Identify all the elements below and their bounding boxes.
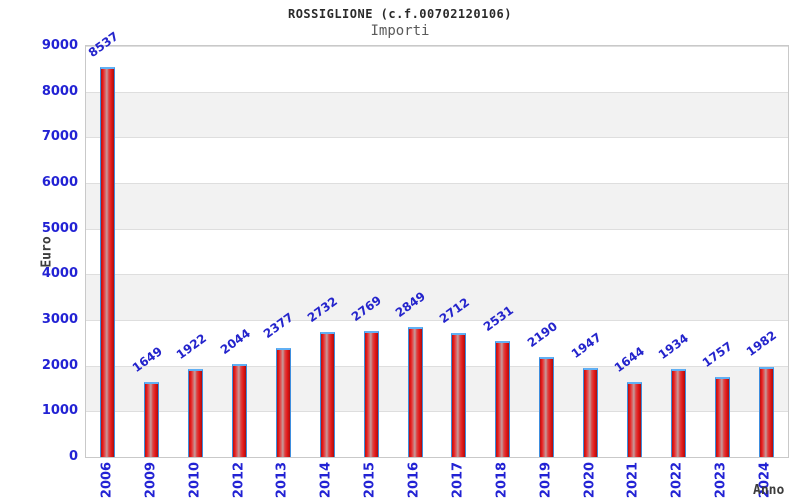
bar bbox=[539, 357, 555, 457]
bar bbox=[626, 381, 642, 457]
grid-band bbox=[86, 274, 788, 320]
bar bbox=[188, 369, 204, 457]
bar bbox=[670, 368, 686, 457]
bar bbox=[583, 368, 599, 457]
bar bbox=[275, 348, 291, 457]
grid-band bbox=[86, 183, 788, 229]
bar bbox=[407, 326, 423, 457]
y-tick-label: 2000 bbox=[41, 357, 78, 373]
bar bbox=[100, 67, 116, 457]
grid-band bbox=[86, 228, 788, 275]
x-tick-label: 2013 bbox=[274, 461, 290, 499]
chart-subtitle: Importi bbox=[370, 23, 430, 39]
y-tick-label: 4000 bbox=[41, 266, 78, 282]
grid-band bbox=[86, 137, 788, 183]
grid-band bbox=[86, 320, 788, 366]
x-tick-label: 2014 bbox=[318, 461, 334, 499]
bar bbox=[451, 333, 467, 457]
x-tick-label: 2017 bbox=[450, 461, 466, 499]
y-tick-label: 8000 bbox=[41, 83, 78, 99]
bar bbox=[363, 330, 379, 457]
y-axis-title: Euro bbox=[39, 236, 55, 268]
bar bbox=[758, 366, 774, 457]
bar bbox=[495, 341, 511, 457]
y-tick-label: 9000 bbox=[41, 38, 78, 53]
x-tick-label: 2006 bbox=[99, 461, 115, 499]
grid-band bbox=[86, 46, 788, 92]
x-tick-label: 2016 bbox=[406, 461, 422, 499]
x-tick-label: 2009 bbox=[143, 461, 159, 499]
x-tick-label: 2022 bbox=[669, 461, 685, 499]
bar bbox=[232, 363, 248, 457]
x-tick-label: 2023 bbox=[713, 461, 729, 499]
x-tick-label: 2015 bbox=[362, 461, 378, 499]
grid-band bbox=[86, 91, 788, 138]
y-tick-label: 6000 bbox=[41, 175, 78, 190]
chart-title: ROSSIGLIONE (c.f.00702120106) bbox=[287, 7, 512, 21]
plot-area bbox=[85, 45, 789, 458]
y-tick-label: 3000 bbox=[41, 312, 78, 327]
y-tick-label: 5000 bbox=[41, 220, 78, 236]
y-tick-label: 7000 bbox=[41, 129, 78, 145]
x-tick-label: 2018 bbox=[494, 461, 510, 499]
x-tick-label: 2020 bbox=[582, 461, 598, 499]
x-tick-label: 2010 bbox=[187, 461, 203, 499]
x-tick-label: 2021 bbox=[625, 461, 641, 499]
bar bbox=[319, 332, 335, 457]
y-tick-label: 0 bbox=[68, 449, 78, 464]
x-axis-title: Anno bbox=[753, 483, 785, 498]
y-tick-label: 1000 bbox=[41, 403, 78, 419]
x-tick-label: 2012 bbox=[231, 461, 247, 499]
bar bbox=[144, 381, 160, 457]
x-tick-label: 2019 bbox=[538, 461, 554, 499]
bar bbox=[714, 376, 730, 457]
